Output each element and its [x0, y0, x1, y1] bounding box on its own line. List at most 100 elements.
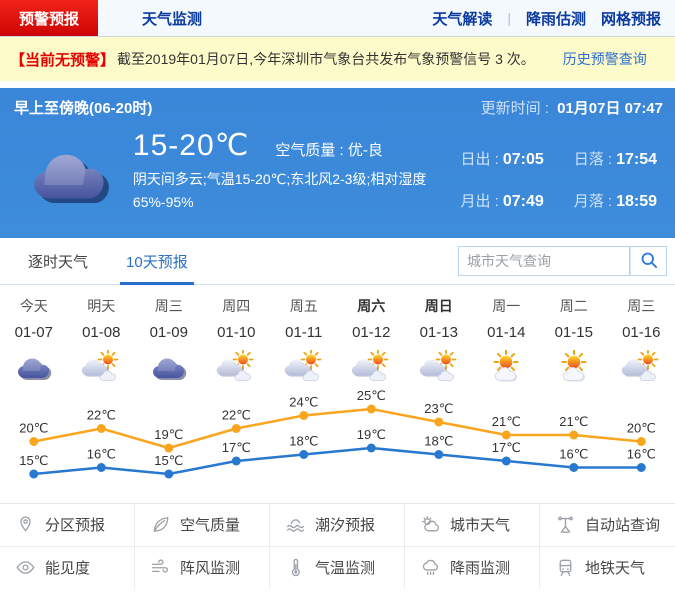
day-name: 周六: [357, 298, 386, 314]
menu-item-label: 气温监测: [315, 560, 376, 578]
day-date: 01-10: [217, 324, 256, 341]
menu-item-9[interactable]: 地铁天气: [540, 546, 675, 589]
divider: [0, 81, 675, 88]
weather-description: 阴天间多云;气温15-20℃;东北风2-3级;相对湿度65%-95%: [132, 171, 427, 211]
forecast-day-column: 周三 01-16: [608, 296, 675, 388]
menu-item-7[interactable]: 气温监测: [270, 546, 405, 589]
day-date: 01-09: [149, 324, 188, 341]
update-time-label: 更新时间 :: [480, 100, 549, 117]
forecast-day-column: 周五 01-11: [270, 296, 338, 388]
alert-bar: 【当前无预警】 截至2019年01月07日,今年深圳市气象台共发布气象预警信号 …: [0, 37, 675, 81]
forecast-day-column: 周三 01-09: [135, 296, 203, 388]
tab-ten-day-forecast[interactable]: 10天预报: [120, 238, 194, 285]
day-name: 周二: [559, 298, 588, 314]
menu-item-label: 城市天气: [450, 517, 511, 535]
air-quality-label: 空气质量 :: [275, 142, 348, 159]
nav-link-2[interactable]: 网格预报: [600, 10, 661, 28]
search-icon: [639, 250, 659, 273]
sun-moon-time-0: 日出 :07:05: [460, 151, 544, 168]
menu-item-3[interactable]: 城市天气: [405, 504, 540, 547]
tab-warning-forecast[interactable]: 预警预报: [0, 0, 98, 36]
thermometer-icon: [285, 557, 306, 578]
ten-day-forecast: 今天 01-07 明天 01-08 周三 01-09 周四 01-10 周五 0…: [0, 285, 675, 503]
tide-icon: [285, 514, 306, 535]
menu-item-label: 地铁天气: [585, 560, 646, 578]
sun-moon-times: 日出 :07:05 日落 :17:54 月出 :07:49 月落 :18:59: [460, 126, 657, 219]
forecast-tabbar: 逐时天气 10天预报: [0, 238, 675, 285]
day-name: 周四: [222, 298, 251, 314]
menu-item-0[interactable]: 分区预报: [0, 504, 135, 547]
day-name: 周一: [492, 298, 521, 314]
menu-item-label: 降雨监测: [450, 560, 511, 578]
no-warning-badge: 【当前无预警】: [10, 51, 116, 69]
menu-item-label: 阵风监测: [180, 560, 241, 578]
menu-item-5[interactable]: 能见度: [0, 546, 135, 589]
sun-moon-time-3: 月落 :18:59: [573, 192, 657, 210]
day-date: 01-16: [622, 324, 661, 341]
map-pin-icon: [15, 514, 36, 535]
day-date: 01-11: [285, 324, 323, 341]
svg-text:21℃: 21℃: [492, 414, 521, 429]
air-quality-value: 优-良: [347, 142, 383, 159]
city-search-input[interactable]: [458, 246, 630, 276]
menu-item-2[interactable]: 潮汐预报: [270, 504, 405, 547]
day-name: 明天: [87, 298, 116, 314]
rain-icon: [420, 557, 441, 578]
day-name: 周三: [627, 298, 656, 314]
svg-text:19℃: 19℃: [154, 427, 183, 442]
day-name: 周日: [424, 298, 453, 314]
svg-text:20℃: 20℃: [19, 421, 48, 436]
day-date: 01-14: [487, 324, 526, 341]
metro-icon: [555, 557, 576, 578]
nav-link-0[interactable]: 天气解读: [432, 10, 493, 28]
svg-text:19℃: 19℃: [357, 427, 386, 442]
day-name: 今天: [19, 298, 48, 314]
overcast-icon: [135, 350, 203, 388]
menu-item-4[interactable]: 自动站查询: [540, 504, 675, 547]
menu-item-8[interactable]: 降雨监测: [405, 546, 540, 589]
forecast-day-column: 周六 01-12: [338, 296, 406, 388]
nav-link-1[interactable]: 降雨估测: [525, 10, 586, 28]
sunny-icon: [473, 350, 541, 388]
sun-cloud-icon: [405, 350, 473, 388]
menu-item-6[interactable]: 阵风监测: [135, 546, 270, 589]
temperature-line-chart: 20℃ 22℃ 19℃ 22℃ 24℃ 25℃ 23℃ 21℃ 21℃ 20℃ 15℃ 16℃ 15℃ 1…: [19, 388, 656, 479]
nav-separator: |: [507, 10, 511, 26]
history-warning-link[interactable]: 历史预警查询: [562, 51, 647, 67]
menu-item-label: 能见度: [45, 560, 91, 578]
sun-cloud-icon: [608, 350, 675, 388]
day-name: 周五: [289, 298, 318, 314]
svg-text:22℃: 22℃: [222, 408, 251, 423]
day-date: 01-08: [82, 324, 121, 341]
svg-text:18℃: 18℃: [289, 434, 318, 449]
nav-links: 天气解读 | 降雨估测 网格预报: [432, 0, 675, 36]
day-date: 01-12: [352, 324, 391, 341]
sun-cloud-icon: [68, 350, 136, 388]
day-columns: 今天 01-07 明天 01-08 周三 01-09 周四 01-10 周五 0…: [0, 285, 675, 388]
feature-menu: 分区预报 空气质量 潮汐预报 城市天气 自动站查询能见度 阵风监测 气温监测 降雨监测 地铁天气: [0, 503, 675, 589]
forecast-day-column: 周四 01-10: [203, 296, 271, 388]
city-search: [458, 246, 667, 276]
forecast-day-column: 周二 01-15: [540, 296, 608, 388]
forecast-period-label: 早上至傍晚(06-20时): [14, 100, 153, 117]
tab-hourly-weather[interactable]: 逐时天气: [28, 253, 89, 271]
forecast-day-column: 周一 01-14: [473, 296, 541, 388]
overcast-icon: [0, 350, 68, 388]
temperature-range: 15-20℃: [132, 129, 250, 162]
svg-text:17℃: 17℃: [222, 440, 251, 455]
svg-text:18℃: 18℃: [424, 434, 453, 449]
overcast-cloud-icon: [14, 126, 119, 219]
search-button[interactable]: [630, 246, 667, 276]
forecast-day-column: 今天 01-07: [0, 296, 68, 388]
tab-weather-monitoring[interactable]: 天气监测: [142, 10, 203, 28]
menu-item-1[interactable]: 空气质量: [135, 504, 270, 547]
sun-moon-time-2: 月出 :07:49: [460, 192, 544, 210]
svg-text:23℃: 23℃: [424, 401, 453, 416]
forecast-day-column: 明天 01-08: [68, 296, 136, 388]
leaf-icon: [150, 514, 171, 535]
day-date: 01-07: [14, 324, 53, 341]
sunny-icon: [540, 350, 608, 388]
sun-moon-time-1: 日落 :17:54: [573, 151, 657, 168]
svg-text:20℃: 20℃: [627, 421, 656, 436]
sun-cloud-icon: [338, 350, 406, 388]
